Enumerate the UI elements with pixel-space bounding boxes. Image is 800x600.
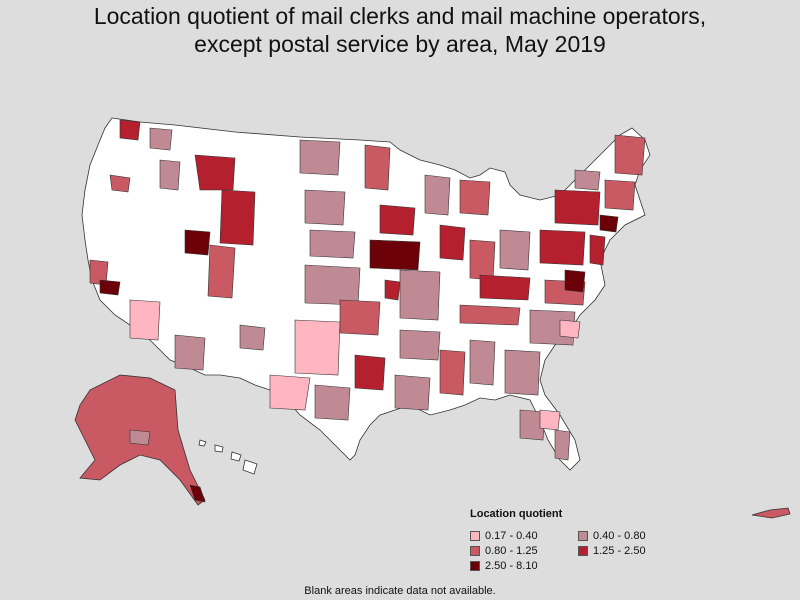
area-wyoming [219,189,256,246]
area-montana-west [194,154,236,191]
hawaii-islands [198,439,258,475]
title-line-1: Location quotient of mail clerks and mai… [93,3,707,29]
area-maine [614,134,646,176]
legend-label-2: 0.80 - 1.25 [485,544,538,557]
area-tennessee [459,304,521,326]
area-new-england [604,179,636,211]
area-arkansas [399,329,441,361]
legend-label-4: 2.50 - 8.10 [485,559,538,572]
area-ohio [499,229,531,271]
area-kentucky [479,274,531,301]
legend-label-3: 1.25 - 2.50 [593,544,646,557]
area-nebraska [309,229,356,259]
legend-swatch-3 [578,545,588,556]
area-arizona-east [174,334,206,371]
legend-swatch-2 [470,545,480,556]
area-missouri [399,269,441,321]
area-new-york [554,189,601,226]
area-texas-east [354,354,386,391]
legend-grid: 0.17 - 0.40 0.40 - 0.80 0.80 - 1.25 1.25… [470,529,688,572]
area-alabama [469,339,496,386]
area-texas-west [269,374,311,411]
legend-label-1: 0.40 - 0.80 [593,529,646,542]
legend-title: Location quotient [470,508,563,520]
area-louisiana [394,374,431,411]
puerto-rico [751,507,791,519]
area-michigan [459,179,491,216]
map-title: Location quotient of mail clerks and mai… [0,2,800,58]
area-new-jersey [589,234,606,266]
area-washington-east [149,127,173,151]
area-florida-south [539,409,561,431]
area-washington-north [119,119,141,141]
area-oregon [109,174,131,193]
area-illinois [439,224,466,261]
area-ca-central [99,279,121,296]
area-north-carolina-east [559,319,581,339]
area-oklahoma [339,299,381,336]
legend-item-0: 0.17 - 0.40 [470,529,578,542]
area-missouri-east [384,279,401,301]
area-kansas [304,264,361,306]
area-pennsylvania [539,229,586,266]
area-wisconsin [424,174,451,216]
area-north-dakota [299,139,341,176]
title-line-2: except postal service by area, May 2019 [194,31,606,57]
area-connecticut [599,214,619,233]
area-alaska-southeast [189,484,206,503]
area-regions [89,119,646,503]
legend-swatch-4 [470,560,480,571]
no-data-note: Blank areas indicate data not available. [304,585,496,597]
area-alaska-south [129,429,151,446]
legend-label-0: 0.17 - 0.40 [485,529,538,542]
legend-swatch-1 [578,530,588,541]
legend-item-2: 0.80 - 1.25 [470,544,578,557]
legend-item-1: 0.40 - 0.80 [578,529,688,542]
area-maryland [564,269,586,293]
area-colorado-west [207,244,236,299]
area-new-mexico [239,324,266,351]
area-georgia [504,349,541,396]
area-idaho [159,159,181,191]
legend-item-4: 2.50 - 8.10 [470,559,578,572]
area-mississippi [439,349,466,396]
area-florida-east [554,429,571,461]
legend-swatch-0 [470,530,480,541]
legend-item-3: 1.25 - 2.50 [578,544,688,557]
area-south-dakota [304,189,346,226]
area-florida-north [519,409,546,441]
area-indiana [469,239,496,281]
area-utah-north [184,229,211,256]
area-texas-central [314,384,351,421]
area-iowa [369,239,421,271]
area-iowa-north [379,204,416,236]
area-texas-panhandle [294,319,341,376]
area-minnesota-north [364,144,391,191]
map-legend: Location quotient 0.17 - 0.40 0.40 - 0.8… [470,508,688,572]
area-new-york-north [574,169,601,191]
area-ca-south [129,299,161,341]
